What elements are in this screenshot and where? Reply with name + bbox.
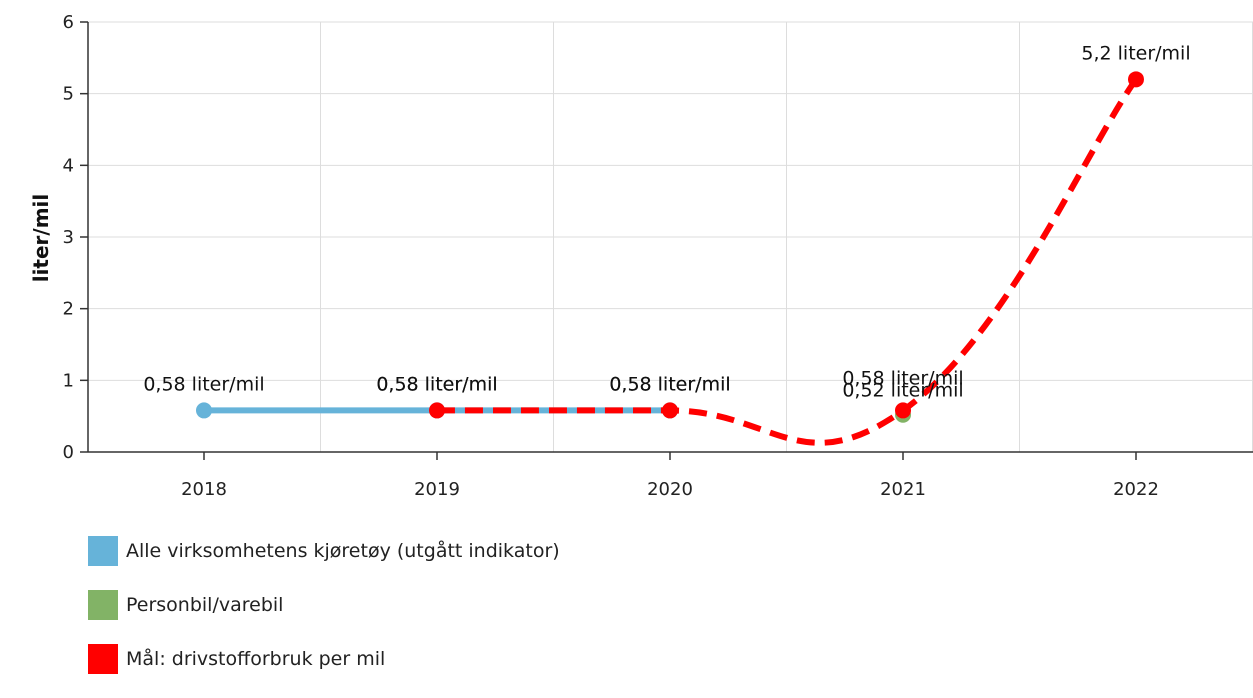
y-tick-label: 6 — [63, 12, 74, 33]
legend-item-0: Alle virksomhetens kjøretøy (utgått indi… — [88, 536, 560, 566]
y-tick-label: 3 — [63, 227, 74, 248]
y-tick-label: 0 — [63, 442, 74, 463]
legend-item-1: Personbil/varebil — [88, 590, 560, 620]
data-label-2-3: 0,58 liter/mil — [842, 367, 963, 389]
data-point-0-0 — [196, 402, 212, 419]
data-label-1-3: 0,52 liter/mil — [842, 380, 963, 402]
legend-item-2: Mål: drivstofforbruk per mil — [88, 644, 560, 674]
legend-label-0: Alle virksomhetens kjøretøy (utgått indi… — [126, 540, 560, 562]
y-axis-title: liter/mil — [29, 194, 53, 283]
data-label-2-1: 0,58 liter/mil — [376, 373, 497, 395]
axes: 0 1 2 3 4 5 6 2018 2019 2020 2021 2022 — [63, 12, 1253, 500]
legend-swatch-0 — [88, 536, 118, 566]
data-label-2-2: 0,58 liter/mil — [609, 373, 730, 395]
legend-label-1: Personbil/varebil — [126, 594, 284, 616]
series-layer — [196, 71, 1144, 446]
y-tick-label: 1 — [63, 370, 74, 391]
data-label-0-0: 0,58 liter/mil — [143, 373, 264, 395]
series-line-2 — [437, 77, 1139, 446]
data-label-0-2: 0,58 liter/mil — [609, 373, 730, 395]
data-label-0-1: 0,58 liter/mil — [376, 373, 497, 395]
data-point-2-1 — [429, 402, 445, 419]
x-tick-label: 2019 — [414, 479, 460, 500]
x-tick-label: 2018 — [181, 479, 227, 500]
data-point-2-2 — [662, 402, 678, 419]
data-point-2-3 — [895, 402, 911, 419]
legend-label-2: Mål: drivstofforbruk per mil — [126, 648, 386, 670]
y-tick-label: 5 — [63, 84, 74, 105]
data-label-2-4: 5,2 liter/mil — [1081, 42, 1190, 64]
x-tick-label: 2022 — [1113, 479, 1159, 500]
legend-swatch-2 — [88, 644, 118, 674]
legend: Alle virksomhetens kjøretøy (utgått indi… — [88, 536, 560, 698]
legend-swatch-1 — [88, 590, 118, 620]
y-tick-label: 2 — [63, 299, 74, 320]
x-tick-label: 2020 — [647, 479, 693, 500]
data-point-2-4 — [1128, 71, 1144, 88]
data-labels: 0,58 liter/mil 0,58 liter/mil 0,58 liter/m… — [143, 42, 1190, 401]
line-chart: 0 1 2 3 4 5 6 2018 2019 2020 2021 2022 0,58 liter/m… — [29, 12, 1253, 500]
y-tick-label: 4 — [63, 155, 74, 176]
x-tick-label: 2021 — [880, 479, 926, 500]
